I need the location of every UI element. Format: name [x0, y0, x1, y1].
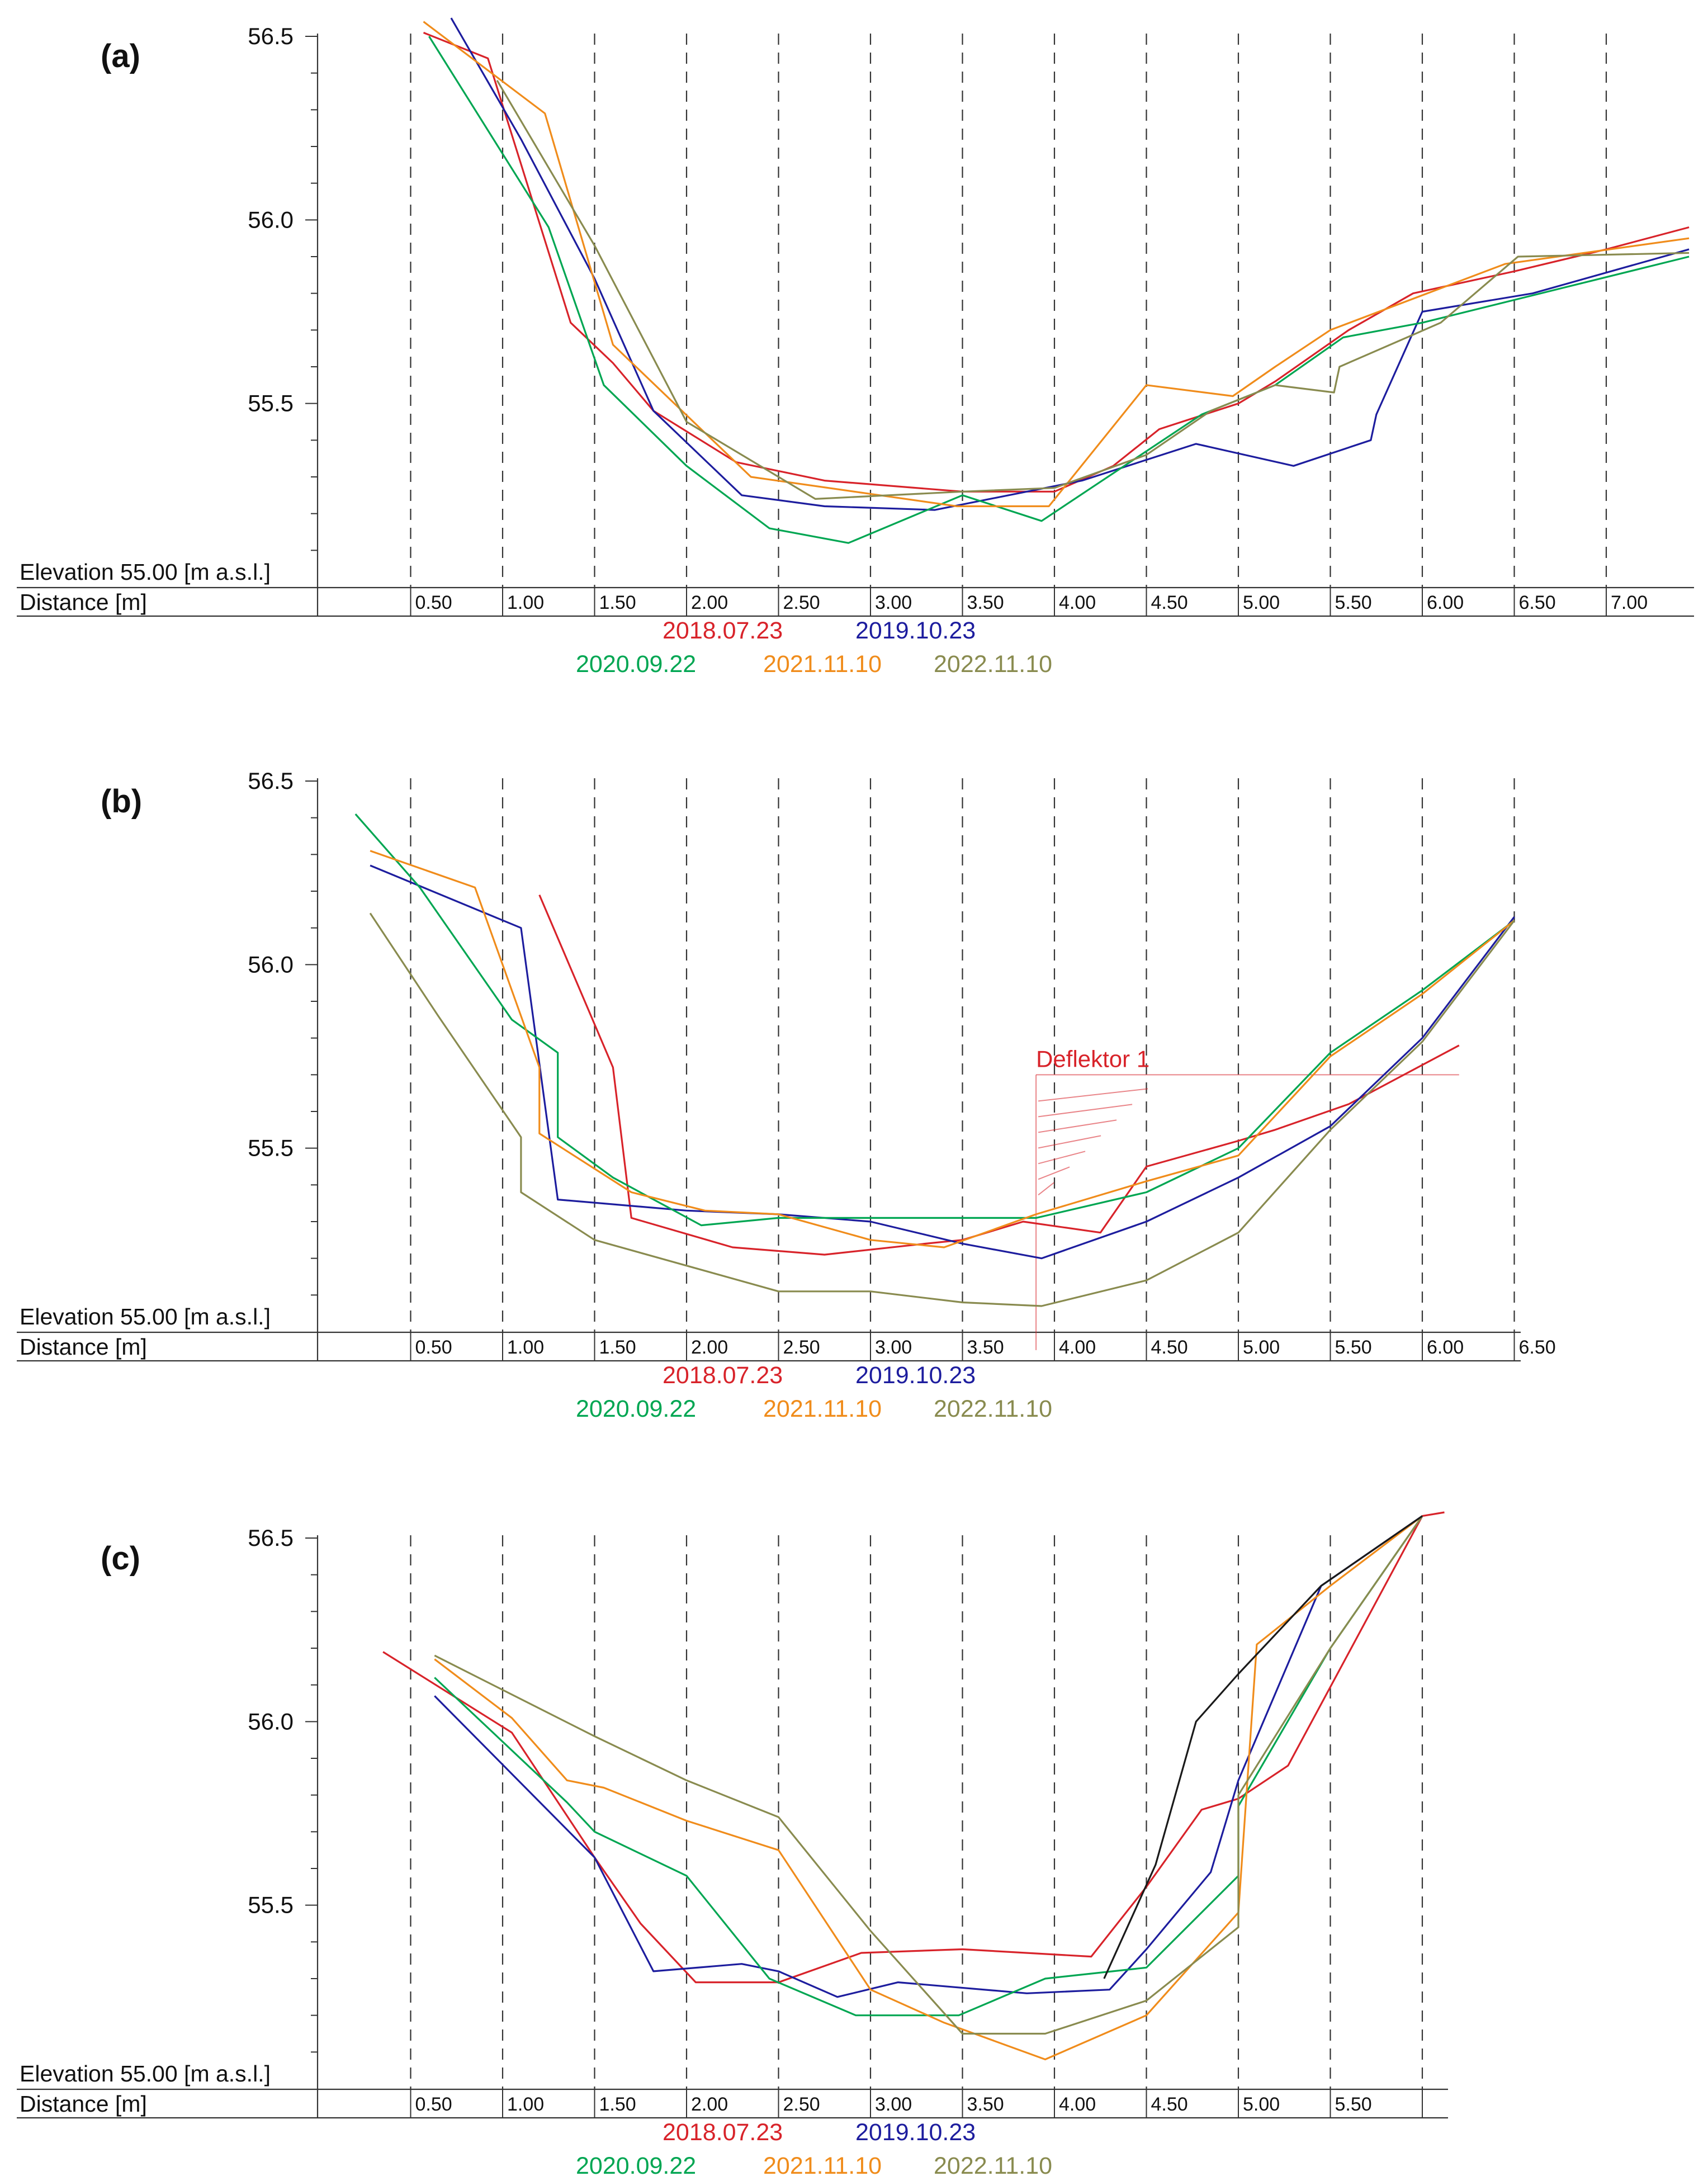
- panel-2-legend-entry: 2019.10.23: [855, 2119, 976, 2146]
- panel-0-x-tick-label: 6.00: [1427, 592, 1464, 613]
- panel-2-legend-entry: 2018.07.23: [663, 2119, 783, 2146]
- panel-2-legend-entry: 2020.09.22: [576, 2152, 696, 2179]
- panel-2-series-line: [382, 1511, 1445, 1984]
- panel-1-elevation-label: Elevation 55.00 [m a.s.l.]: [20, 1304, 271, 1330]
- panel-0-x-tick-label: 5.00: [1243, 592, 1280, 613]
- panel-2-x-tick-label: 4.50: [1151, 2094, 1188, 2115]
- panel-0-series-line: [423, 31, 1690, 493]
- panel-1-x-tick-label: 5.50: [1335, 1337, 1372, 1358]
- panel-2-x-tick-label: 3.00: [875, 2094, 912, 2115]
- panel-2-label: (c): [101, 1540, 140, 1577]
- panel-2-x-tick-label: 1.00: [507, 2094, 544, 2115]
- panel-0-x-tick-label: 3.50: [967, 592, 1004, 613]
- panel-0-y-tick-label: 56.5: [248, 23, 294, 49]
- panel-2-series-line: [1103, 1515, 1423, 1979]
- panel-0-series-line: [428, 36, 1690, 544]
- panel-1-x-tick-label: 0.50: [415, 1337, 452, 1358]
- panel-0-distance-label: Distance [m]: [20, 589, 147, 615]
- panel-1-deflector-hatch: [1038, 1119, 1117, 1133]
- panel-0-x-tick-label: 2.00: [691, 592, 728, 613]
- panel-1-series-line: [370, 850, 1515, 1248]
- panel-1-x-tick-label: 3.00: [875, 1337, 912, 1358]
- panel-2-series-line: [434, 1515, 1423, 2061]
- panel-1-y-tick-label: 56.5: [248, 768, 294, 794]
- panel-1-x-tick-label: 2.00: [691, 1337, 728, 1358]
- panel-1-label: (b): [101, 783, 142, 820]
- panel-0-x-tick-label: 4.50: [1151, 592, 1188, 613]
- panel-1-x-tick-label: 4.50: [1151, 1337, 1188, 1358]
- panel-2-series-line: [434, 1515, 1423, 2017]
- panel-0-x-tick-label: 0.50: [415, 592, 452, 613]
- panel-0-x-tick-label: 7.00: [1611, 592, 1648, 613]
- panel-2-elevation-label: Elevation 55.00 [m a.s.l.]: [20, 2061, 271, 2087]
- panel-1-x-tick-label: 6.50: [1519, 1337, 1556, 1358]
- panel-1-deflector-label: Deflektor 1: [1036, 1045, 1149, 1072]
- panel-0-legend-entry: 2022.11.10: [934, 651, 1052, 678]
- panel-1-x-tick-label: 4.00: [1059, 1337, 1096, 1358]
- panel-2-distance-label: Distance [m]: [20, 2091, 147, 2117]
- panel-0-series-line: [450, 17, 1690, 511]
- panel-1-x-tick-label: 1.00: [507, 1337, 544, 1358]
- panel-0-legend-entry: 2021.11.10: [763, 651, 882, 678]
- panel-1-legend-entry: 2020.09.22: [576, 1395, 696, 1422]
- panel-1-deflector-hatch: [1038, 1151, 1086, 1165]
- panel-0-x-tick-label: 5.50: [1335, 592, 1372, 613]
- panel-1-x-tick-label: 1.50: [599, 1337, 636, 1358]
- panel-2-x-tick-label: 5.00: [1243, 2094, 1280, 2115]
- panel-0-legend-entry: 2019.10.23: [855, 617, 976, 644]
- panel-1-y-tick-label: 56.0: [248, 951, 294, 977]
- panel-0-y-tick-label: 56.0: [248, 206, 294, 233]
- panel-2-series-line: [434, 1515, 1423, 2035]
- panel-2-y-tick-label: 56.5: [248, 1525, 294, 1551]
- panel-2-x-tick-label: 5.50: [1335, 2094, 1372, 2115]
- panel-1-legend-entry: 2022.11.10: [934, 1395, 1052, 1422]
- panel-2-legend-entry: 2021.11.10: [763, 2152, 882, 2179]
- panel-0-label: (a): [101, 38, 140, 74]
- panel-0-y-tick-label: 55.5: [248, 390, 294, 417]
- panel-0-x-tick-label: 1.50: [599, 592, 636, 613]
- panel-1-deflector-hatch: [1038, 1104, 1133, 1118]
- panel-0-elevation-label: Elevation 55.00 [m a.s.l.]: [20, 559, 271, 585]
- panel-1-deflector-hatch: [1038, 1182, 1054, 1196]
- panel-2-x-tick-label: 0.50: [415, 2094, 452, 2115]
- panel-0-series-line: [496, 79, 1690, 500]
- panel-1-x-tick-label: 5.00: [1243, 1337, 1280, 1358]
- panel-2-x-tick-label: 3.50: [967, 2094, 1004, 2115]
- panel-2-x-tick-label: 2.50: [783, 2094, 820, 2115]
- panel-0-x-tick-label: 1.00: [507, 592, 544, 613]
- panel-2-x-tick-label: 2.00: [691, 2094, 728, 2115]
- panel-2-y-tick-label: 56.0: [248, 1708, 294, 1734]
- panel-2-y-tick-label: 55.5: [248, 1892, 294, 1918]
- panel-2-x-tick-label: 1.50: [599, 2094, 636, 2115]
- panel-1-x-tick-label: 2.50: [783, 1337, 820, 1358]
- panel-0-x-tick-label: 4.00: [1059, 592, 1096, 613]
- panel-1-legend-entry: 2019.10.23: [855, 1362, 976, 1389]
- panel-0-series-line: [423, 21, 1690, 508]
- panel-1-deflector-hatch: [1038, 1166, 1070, 1180]
- panel-0-legend-entry: 2020.09.22: [576, 651, 696, 678]
- panel-1-legend-entry: 2021.11.10: [763, 1395, 882, 1422]
- panel-1-distance-label: Distance [m]: [20, 1334, 147, 1360]
- panel-0-x-tick-label: 3.00: [875, 592, 912, 613]
- panel-2-legend-entry: 2022.11.10: [934, 2152, 1052, 2179]
- panel-1-deflector-hatch: [1038, 1135, 1101, 1149]
- panel-1-deflector-hatch: [1038, 1088, 1148, 1102]
- panel-0-x-tick-label: 6.50: [1519, 592, 1556, 613]
- panel-1-legend-entry: 2018.07.23: [663, 1362, 783, 1389]
- panel-1-series-line: [354, 813, 1515, 1227]
- panel-1-y-tick-label: 55.5: [248, 1135, 294, 1161]
- panel-2-x-tick-label: 4.00: [1059, 2094, 1096, 2115]
- panel-1-series-line: [370, 864, 1515, 1260]
- panel-1-series-line: [538, 894, 1460, 1256]
- panel-2-series-line: [434, 1515, 1423, 1998]
- panel-1-series-line: [369, 912, 1515, 1307]
- panel-0-x-tick-label: 2.50: [783, 592, 820, 613]
- panel-1-x-tick-label: 6.00: [1427, 1337, 1464, 1358]
- panel-0-legend-entry: 2018.07.23: [663, 617, 783, 644]
- panel-1-x-tick-label: 3.50: [967, 1337, 1004, 1358]
